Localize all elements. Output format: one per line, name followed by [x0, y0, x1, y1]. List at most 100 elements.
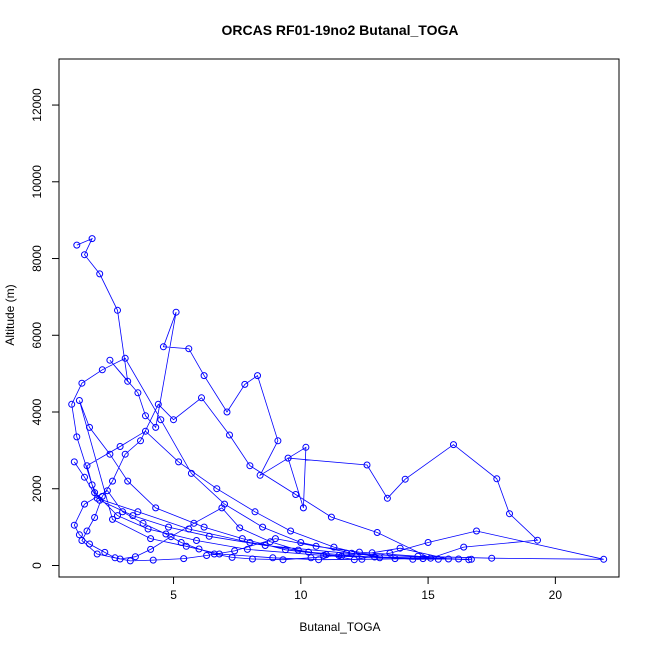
data-point	[221, 500, 228, 508]
y-tick-label: 2000	[30, 475, 44, 502]
data-point	[401, 475, 409, 483]
data-point	[223, 408, 231, 416]
data-point	[373, 529, 381, 536]
series-layer	[68, 235, 608, 565]
data-point	[121, 354, 129, 362]
data-point	[427, 554, 435, 562]
data-point	[70, 521, 78, 529]
data-point	[241, 380, 249, 388]
data-point	[343, 549, 351, 557]
data-point	[254, 372, 261, 380]
data-point	[467, 555, 475, 563]
y-axis-label: Altitude (m)	[3, 284, 17, 345]
data-point	[114, 512, 121, 520]
data-point	[338, 552, 345, 560]
data-point	[93, 550, 101, 558]
data-point	[284, 454, 292, 462]
data-point	[391, 555, 399, 563]
data-point	[81, 251, 88, 259]
data-point	[396, 544, 404, 552]
data-point	[302, 443, 310, 451]
data-point	[488, 554, 496, 562]
data-point	[98, 366, 106, 374]
data-point	[228, 553, 236, 561]
data-point	[266, 538, 274, 546]
data-point	[190, 519, 198, 527]
data-point	[91, 514, 99, 521]
data-point	[147, 535, 155, 543]
data-point	[386, 549, 394, 557]
data-point	[124, 377, 132, 385]
data-point	[424, 539, 432, 546]
data-point	[88, 235, 96, 243]
data-point	[142, 427, 149, 435]
data-point	[149, 556, 157, 564]
data-point	[154, 400, 162, 408]
data-point	[383, 494, 391, 502]
data-point	[93, 494, 101, 502]
data-point	[299, 504, 307, 512]
data-point	[78, 537, 86, 544]
data-point	[215, 550, 223, 558]
data-point	[294, 546, 302, 554]
data-point	[376, 554, 384, 562]
data-point	[152, 423, 160, 431]
x-tick-label: 15	[421, 588, 435, 602]
y-tick-label: 0	[30, 562, 44, 569]
y-tick-label: 6000	[30, 322, 44, 349]
data-point	[327, 513, 335, 521]
data-point	[320, 552, 328, 559]
data-point	[134, 508, 142, 516]
data-point	[70, 458, 78, 466]
data-point	[419, 555, 427, 563]
data-point	[152, 504, 160, 512]
data-point	[493, 475, 501, 483]
data-point	[315, 556, 323, 564]
data-point	[246, 539, 254, 546]
y-tick-label: 10000	[30, 165, 44, 199]
data-point	[506, 510, 513, 518]
data-point	[187, 469, 195, 477]
data-point	[106, 450, 114, 458]
data-point	[409, 555, 417, 563]
data-point	[261, 542, 269, 549]
y-tick-label: 4000	[30, 398, 44, 425]
data-point	[83, 527, 91, 535]
data-point	[271, 535, 279, 543]
data-point	[445, 555, 452, 563]
data-point	[243, 545, 251, 553]
data-point	[200, 372, 208, 380]
data-point	[460, 543, 468, 551]
data-point	[274, 437, 282, 445]
data-point	[182, 542, 190, 550]
data-point	[259, 523, 267, 531]
data-point	[292, 491, 300, 498]
data-point	[198, 394, 205, 402]
data-point	[312, 542, 320, 550]
data-point	[251, 508, 259, 516]
data-point	[111, 554, 119, 562]
data-point	[75, 397, 83, 404]
data-point	[144, 525, 152, 533]
data-point	[534, 536, 541, 544]
data-point	[305, 548, 312, 556]
data-point	[600, 555, 608, 563]
data-point	[213, 485, 221, 493]
x-tick-label: 20	[549, 588, 563, 602]
data-point	[101, 548, 109, 556]
y-tick-label: 8000	[30, 245, 44, 272]
data-point	[116, 555, 124, 563]
data-point	[73, 241, 81, 249]
data-point	[185, 525, 193, 533]
data-point	[131, 553, 139, 561]
data-point	[139, 519, 147, 527]
data-point	[358, 555, 366, 563]
data-point	[434, 555, 442, 563]
data-point	[86, 540, 93, 548]
data-point	[180, 555, 188, 563]
data-point	[355, 548, 363, 556]
data-point	[116, 443, 124, 450]
data-point	[124, 477, 132, 485]
data-point	[162, 530, 170, 538]
